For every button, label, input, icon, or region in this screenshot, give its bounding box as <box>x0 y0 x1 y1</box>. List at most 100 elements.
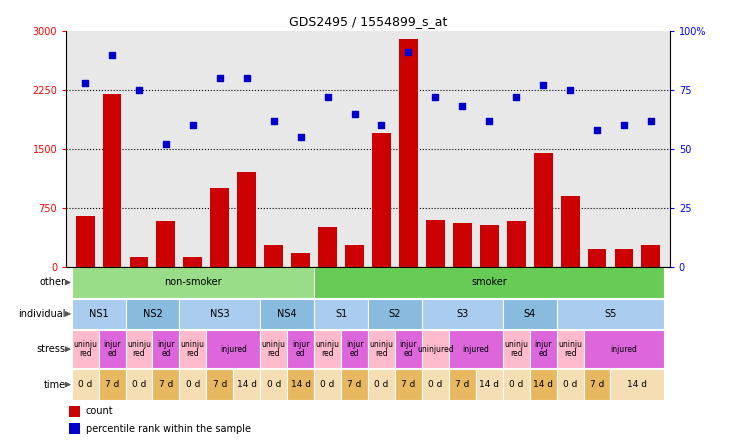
Text: uninju
red: uninju red <box>181 340 205 358</box>
Bar <box>314 299 368 329</box>
Bar <box>71 299 126 329</box>
Text: S1: S1 <box>335 309 347 319</box>
Bar <box>449 369 475 400</box>
Bar <box>206 369 233 400</box>
Bar <box>237 172 256 267</box>
Point <box>537 82 549 89</box>
Point <box>106 51 118 58</box>
Bar <box>368 369 395 400</box>
Bar <box>561 196 579 267</box>
Bar <box>453 223 472 267</box>
Bar <box>503 330 530 368</box>
Bar <box>183 257 202 267</box>
Text: 0 d: 0 d <box>185 380 200 389</box>
Text: injured: injured <box>611 345 637 354</box>
Bar <box>372 133 391 267</box>
Point <box>456 103 468 110</box>
Bar <box>71 267 314 297</box>
Bar <box>368 330 395 368</box>
Text: injur
ed: injur ed <box>292 340 309 358</box>
Text: 0 d: 0 d <box>509 380 523 389</box>
Text: other: other <box>40 278 66 287</box>
Bar <box>291 254 310 267</box>
Text: 0 d: 0 d <box>320 380 335 389</box>
Text: uninju
red: uninju red <box>262 340 286 358</box>
Bar <box>264 245 283 267</box>
Text: 0 d: 0 d <box>132 380 146 389</box>
Bar <box>395 330 422 368</box>
Point <box>79 79 91 87</box>
Text: NS1: NS1 <box>89 309 108 319</box>
Bar <box>287 330 314 368</box>
Text: S4: S4 <box>523 309 536 319</box>
Bar <box>395 369 422 400</box>
Text: 0 d: 0 d <box>78 380 92 389</box>
Point <box>214 75 226 82</box>
Bar <box>233 369 261 400</box>
Point <box>322 94 333 101</box>
Text: uninju
red: uninju red <box>504 340 528 358</box>
Text: 14 d: 14 d <box>291 380 311 389</box>
Text: 7 d: 7 d <box>105 380 119 389</box>
Bar <box>503 369 530 400</box>
Bar <box>584 330 665 368</box>
Text: 7 d: 7 d <box>159 380 173 389</box>
Text: non-smoker: non-smoker <box>164 278 222 287</box>
Text: S3: S3 <box>456 309 468 319</box>
Bar <box>399 39 418 267</box>
Text: count: count <box>85 406 113 416</box>
Bar <box>69 423 80 434</box>
Bar <box>261 369 287 400</box>
Bar <box>71 330 99 368</box>
Text: injur
ed: injur ed <box>346 340 364 358</box>
Text: NS4: NS4 <box>277 309 297 319</box>
Point <box>241 75 252 82</box>
Text: 0 d: 0 d <box>428 380 442 389</box>
Bar <box>615 250 634 267</box>
Bar <box>287 369 314 400</box>
Bar <box>206 330 261 368</box>
Bar <box>210 188 229 267</box>
Point <box>403 49 414 56</box>
Point <box>375 122 387 129</box>
Text: 0 d: 0 d <box>375 380 389 389</box>
Text: 14 d: 14 d <box>237 380 257 389</box>
Text: 0 d: 0 d <box>266 380 281 389</box>
Text: 14 d: 14 d <box>533 380 553 389</box>
Bar <box>152 369 180 400</box>
Bar <box>341 330 368 368</box>
Bar <box>556 369 584 400</box>
Text: S5: S5 <box>604 309 617 319</box>
Bar <box>76 216 94 267</box>
Bar <box>507 221 526 267</box>
Text: uninju
red: uninju red <box>369 340 394 358</box>
Bar <box>99 369 126 400</box>
Text: injur
ed: injur ed <box>400 340 417 358</box>
Text: 7 d: 7 d <box>590 380 604 389</box>
Bar <box>71 369 99 400</box>
Text: NS3: NS3 <box>210 309 230 319</box>
Bar <box>475 369 503 400</box>
Text: 7 d: 7 d <box>455 380 470 389</box>
Bar <box>126 299 180 329</box>
Bar <box>99 330 126 368</box>
Bar <box>261 330 287 368</box>
Bar <box>530 369 556 400</box>
Bar <box>130 258 149 267</box>
Point <box>187 122 199 129</box>
Bar <box>556 330 584 368</box>
Bar <box>610 369 665 400</box>
Text: NS2: NS2 <box>143 309 163 319</box>
Bar <box>126 330 152 368</box>
Bar <box>261 299 314 329</box>
Point <box>430 94 442 101</box>
Point <box>510 94 522 101</box>
Bar <box>530 330 556 368</box>
Bar <box>426 220 445 267</box>
Text: injur
ed: injur ed <box>534 340 552 358</box>
Text: uninju
red: uninju red <box>316 340 339 358</box>
Point <box>349 110 361 117</box>
Text: injur
ed: injur ed <box>103 340 121 358</box>
Point <box>645 117 657 124</box>
Bar <box>341 369 368 400</box>
